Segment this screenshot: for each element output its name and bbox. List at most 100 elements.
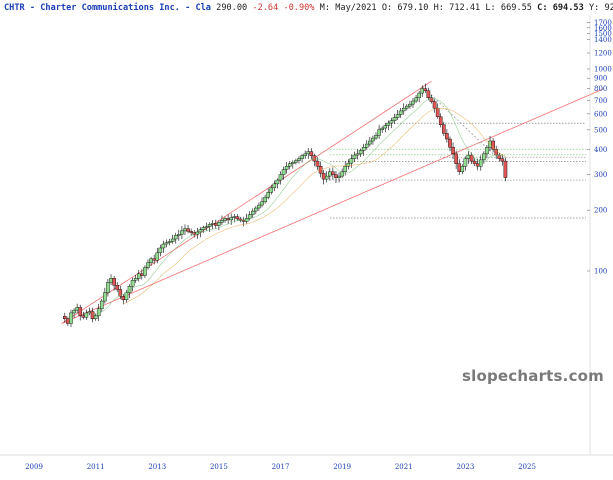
candle-body [411, 100, 415, 105]
candle-body [115, 285, 119, 290]
x-tick-label: 2017 [272, 463, 290, 471]
candle-body [383, 125, 388, 129]
x-tick-label: 2021 [395, 463, 413, 471]
candle-body [331, 171, 335, 175]
candle-body [306, 151, 311, 155]
candle-body [371, 137, 375, 142]
candle-body [445, 133, 449, 140]
candle-body [109, 278, 113, 283]
candle-body [275, 179, 280, 185]
y-tick-label: 400 [594, 146, 607, 154]
candle-body [133, 278, 138, 281]
candle-body [423, 88, 428, 91]
y-tick-label: 1500 [594, 30, 612, 38]
high-label: H: [433, 3, 444, 13]
x-tick-label: 2013 [148, 463, 166, 471]
candle-body [485, 147, 489, 155]
candle-body [161, 243, 166, 249]
candle-body [247, 214, 252, 219]
trendline [421, 86, 494, 155]
candle-body [84, 312, 89, 318]
candle-body [257, 204, 261, 209]
candle-body [482, 153, 486, 161]
y-tick-label: 1600 [594, 24, 612, 32]
y-tick-label: 1200 [594, 50, 612, 58]
candle-body [349, 158, 354, 164]
quote-header: CHTR - Charter Communications Inc. - Cla… [4, 3, 613, 13]
trendline [61, 88, 605, 324]
ticker-symbol[interactable]: CHTR [4, 3, 25, 13]
candle-body [78, 307, 83, 317]
candle-body [309, 151, 314, 156]
candle-body [170, 238, 175, 242]
candle-body [173, 235, 178, 240]
candle-body [281, 169, 286, 175]
candle-body [136, 273, 141, 279]
candle-body [164, 242, 169, 245]
candle-body [315, 160, 320, 167]
candle-body [463, 158, 468, 167]
candle-body [204, 226, 209, 228]
candle-body [140, 273, 144, 276]
candle-body [386, 122, 391, 126]
candle-body [127, 286, 132, 293]
month-value: May/2021 [335, 3, 377, 13]
candle-body [254, 207, 258, 212]
candle-body [500, 158, 505, 162]
x-tick-label: 2023 [456, 463, 474, 471]
low-value: 669.55 [500, 3, 532, 13]
candle-body [220, 220, 224, 223]
moving-average-lines [92, 98, 506, 316]
x-tick-label: 2025 [518, 463, 536, 471]
candle-body [451, 147, 455, 155]
candle-body [414, 97, 418, 102]
candle-body [152, 258, 156, 261]
candle-body [235, 216, 240, 220]
candle-body [226, 218, 230, 221]
open-label: O: [381, 3, 393, 13]
candle-body [426, 90, 431, 99]
candle-body [352, 154, 357, 159]
candle-body [374, 135, 378, 139]
x-tick-label: 2019 [333, 463, 351, 471]
candle-body [250, 210, 255, 215]
candle-body [328, 171, 332, 177]
candle-body [112, 278, 116, 286]
candle-body [213, 223, 218, 226]
y-tick-label: 900 [594, 75, 607, 83]
candle-body [186, 228, 190, 232]
candle-body [358, 150, 363, 155]
candle-body [448, 138, 452, 148]
candle-body [408, 103, 412, 107]
candle-body [106, 282, 110, 293]
price-change: -2.64 -0.90% [252, 3, 315, 13]
candle-body [210, 223, 215, 225]
candle-body [81, 315, 86, 318]
y-tick-label: 500 [594, 126, 607, 134]
candle-body [466, 154, 471, 159]
candle-body [103, 292, 107, 302]
x-tick-label: 2011 [87, 463, 105, 471]
candle-body [229, 217, 234, 221]
candle-body [192, 232, 197, 235]
y-tick-label: 200 [594, 207, 607, 215]
last-price: 290.00 [216, 3, 248, 13]
candle-body [189, 231, 193, 233]
candle-body [377, 129, 381, 136]
candle-body [398, 110, 403, 115]
month-label: M: [319, 3, 331, 13]
moving-average-line [123, 107, 506, 305]
candle-body [438, 116, 443, 125]
trendline [61, 80, 432, 324]
candle-body [90, 311, 95, 319]
candle-body [420, 88, 425, 94]
low-label: L: [485, 3, 496, 13]
y-tick-label: 600 [594, 110, 607, 118]
candle-body [321, 172, 326, 180]
y-tick-label: 300 [594, 171, 607, 179]
candle-body [380, 127, 384, 131]
y-tick-label: 700 [594, 97, 607, 105]
candle-body [269, 187, 274, 193]
support-resistance-levels [330, 122, 586, 219]
candle-body [300, 155, 304, 159]
